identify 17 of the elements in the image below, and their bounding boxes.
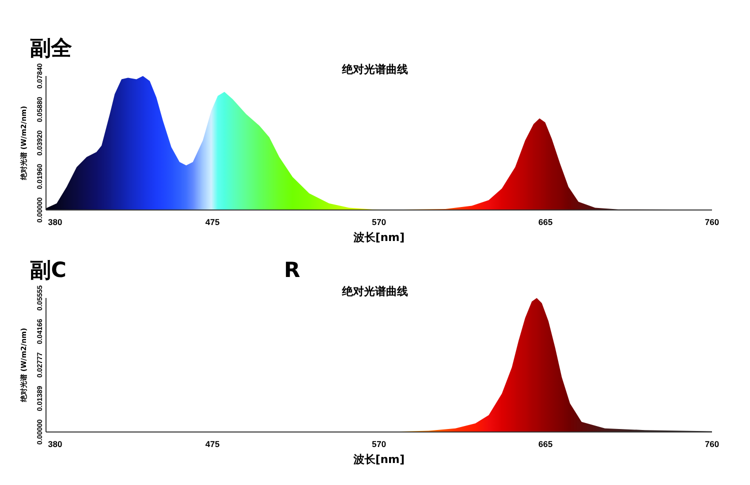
text: 副全 [30, 36, 73, 60]
x-tick-label: 380 [48, 217, 62, 227]
text: R [284, 258, 300, 282]
x-tick-label: 760 [704, 439, 720, 449]
x-tick-label: 760 [704, 217, 720, 227]
x-axis-title: 波长[nm] [352, 453, 405, 466]
text: 副C [30, 258, 66, 282]
chart-title: 绝对光谱曲线 [341, 63, 408, 76]
x-axis-title: 波长[nm] [352, 231, 405, 244]
x-tick-label: 475 [205, 439, 220, 449]
x-tick-label: 665 [538, 217, 553, 227]
x-tick-label: 570 [372, 439, 386, 449]
x-tick-label: 380 [48, 439, 62, 449]
chart-title: 绝对光谱曲线 [341, 285, 408, 298]
x-tick-label: 475 [205, 217, 220, 227]
x-tick-label: 665 [538, 439, 553, 449]
x-tick-label: 570 [372, 217, 386, 227]
